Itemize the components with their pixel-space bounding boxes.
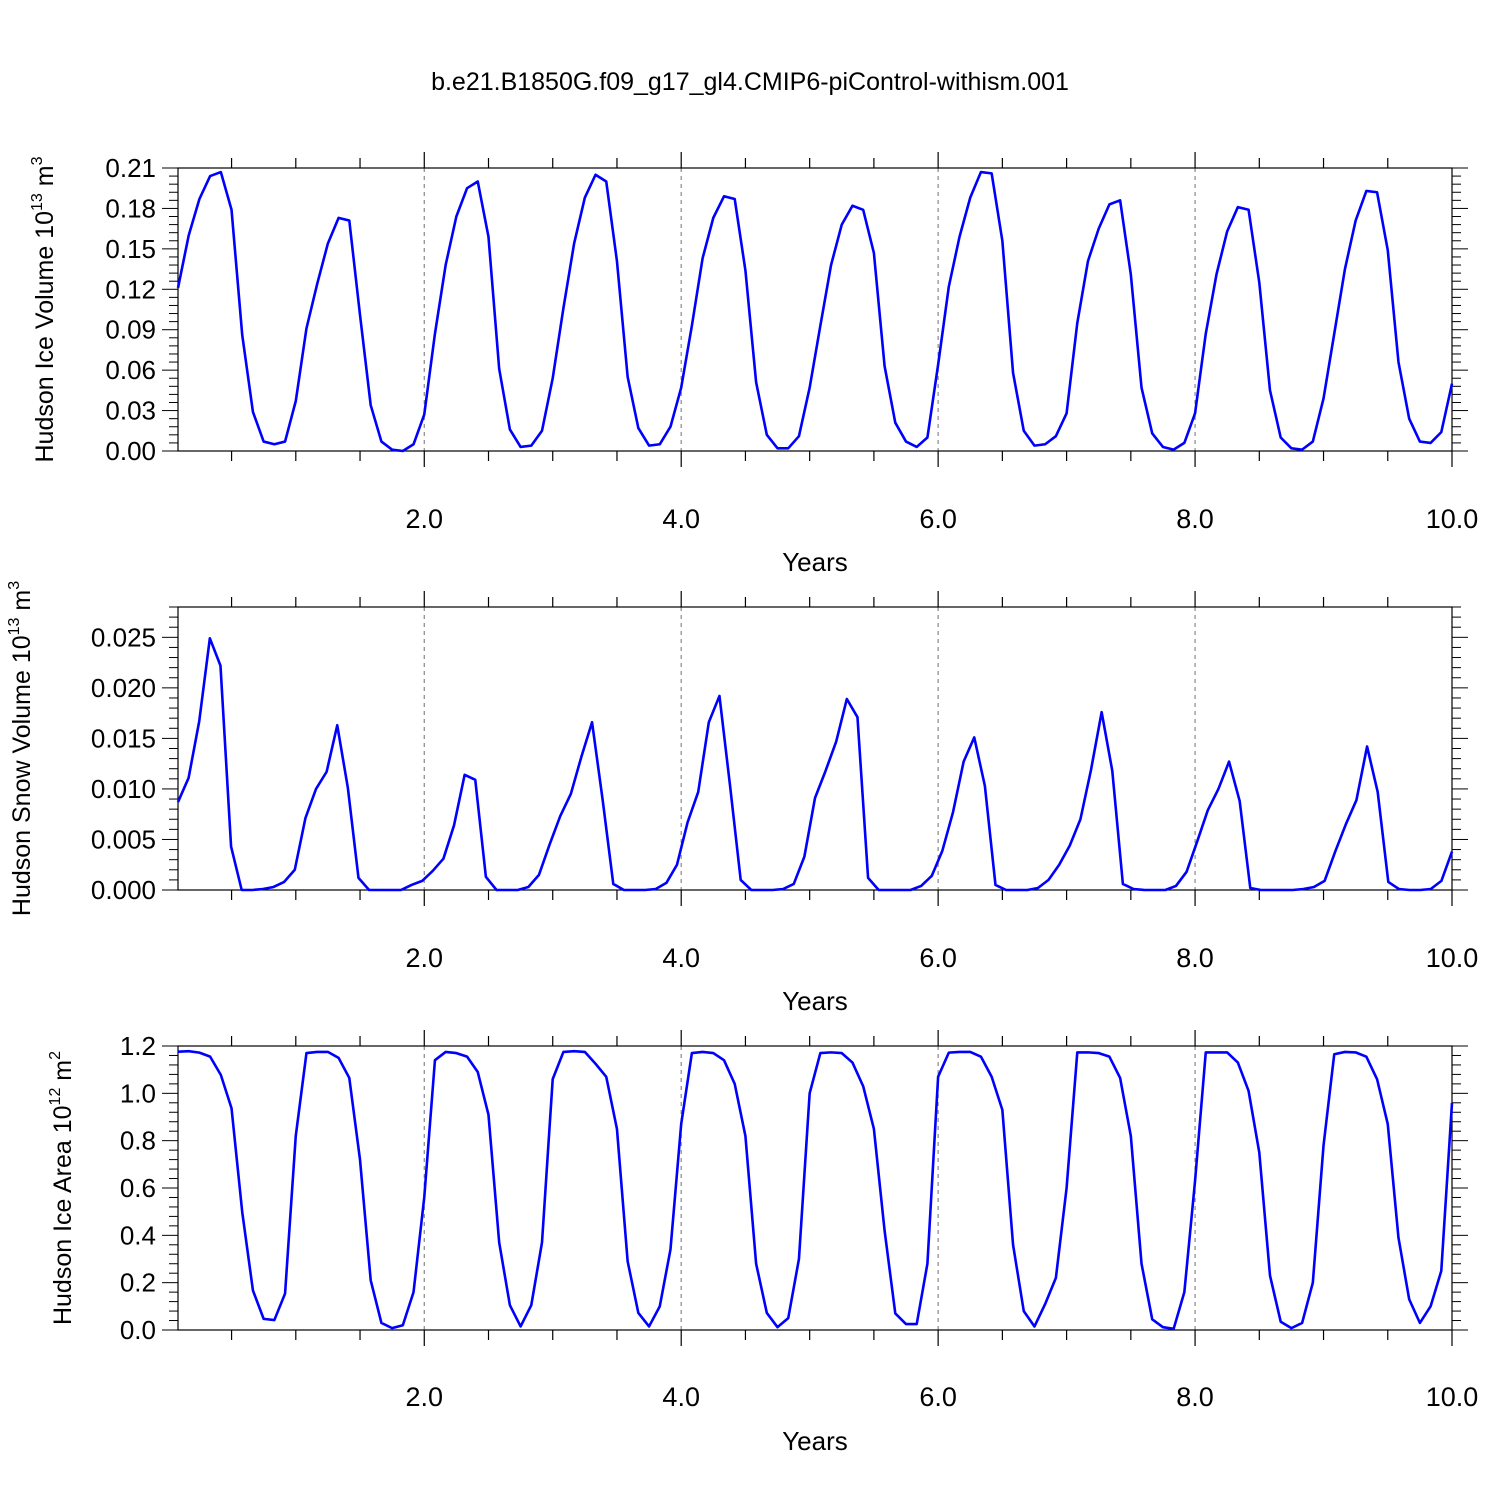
y-tick-label: 0.12	[105, 274, 156, 304]
y-tick-label: 0.020	[91, 673, 156, 703]
x-tick-label: 2.0	[405, 504, 443, 534]
y-tick-label: 0.00	[105, 436, 156, 466]
y-tick-label: 0.6	[120, 1173, 156, 1203]
chart-panel-2: 0.000 0.005 0.010 0.015 0.020 0.025 2.0 4.0 6.0 8…	[6, 581, 1478, 1016]
y-tick-label: 0.010	[91, 774, 156, 804]
x-tick-label: 4.0	[662, 943, 700, 973]
x-axis-label: Years	[782, 547, 848, 577]
x-tick-label: 8.0	[1176, 504, 1214, 534]
x-tick-label: 4.0	[662, 504, 700, 534]
y-tick-label: 0.21	[105, 153, 156, 183]
x-tick-label: 6.0	[919, 504, 957, 534]
y-tick-label: 1.2	[120, 1031, 156, 1061]
y-tick-label: 0.18	[105, 193, 156, 223]
page-title: b.e21.B1850G.f09_g17_gl4.CMIP6-piControl…	[431, 68, 1069, 96]
x-tick-label: 8.0	[1176, 943, 1214, 973]
x-tick-label: 6.0	[919, 943, 957, 973]
y-axis-label: Hudson Snow Volume 1013 m3	[6, 581, 36, 916]
y-tick-label: 0.4	[120, 1220, 156, 1250]
y-tick-label: 0.09	[105, 315, 156, 345]
x-tick-label: 10.0	[1426, 1382, 1479, 1412]
x-tick-label: 8.0	[1176, 1382, 1214, 1412]
y-axis-label: Hudson Ice Area 1012 m2	[47, 1051, 77, 1325]
x-tick-label: 2.0	[405, 943, 443, 973]
y-tick-label: 0.000	[91, 875, 156, 905]
x-tick-label: 10.0	[1426, 504, 1479, 534]
x-axis-label: Years	[782, 986, 848, 1016]
y-tick-label: 0.15	[105, 234, 156, 264]
x-tick-label: 2.0	[405, 1382, 443, 1412]
series-line	[177, 1049, 1454, 1331]
x-tick-label: 4.0	[662, 1382, 700, 1412]
y-tick-label: 0.8	[120, 1126, 156, 1156]
y-tick-label: 0.005	[91, 824, 156, 854]
y-axis-label: Hudson Ice Volume 1013 m3	[29, 156, 59, 462]
y-tick-label: 0.0	[120, 1315, 156, 1345]
plot-frame	[177, 606, 1453, 891]
series-line	[176, 170, 1454, 453]
y-tick-label: 0.025	[91, 622, 156, 652]
chart-panel-1: 0.00 0.03 0.06 0.09 0.12 0.15 0.18 0.21 2.0 4.0 6.…	[29, 152, 1478, 577]
y-tick-label: 0.06	[105, 355, 156, 385]
y-tick-label: 1.0	[120, 1078, 156, 1108]
x-tick-label: 6.0	[919, 1382, 957, 1412]
series-line	[176, 637, 1454, 892]
chart-panel-3: 0.0 0.2 0.4 0.6 0.8 1.0 1.2 2.0 4.0 6.0 8.0 10.0 Yea…	[47, 1030, 1478, 1456]
y-tick-label: 0.015	[91, 723, 156, 753]
plot-frame	[177, 167, 1453, 452]
x-tick-label: 10.0	[1426, 943, 1479, 973]
x-axis-label: Years	[782, 1426, 848, 1456]
y-tick-label: 0.03	[105, 396, 156, 426]
y-tick-label: 0.2	[120, 1268, 156, 1298]
plot-frame	[177, 1045, 1453, 1331]
